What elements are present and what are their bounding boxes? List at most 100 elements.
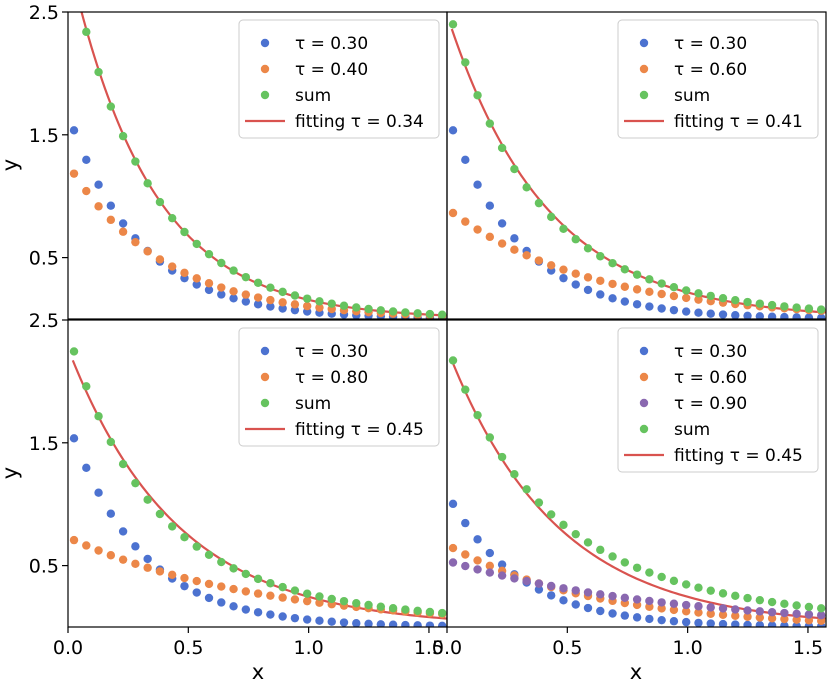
data-point: [94, 546, 103, 555]
data-point: [143, 495, 152, 504]
series-3: [448, 558, 826, 620]
data-point: [352, 303, 361, 312]
data-point: [448, 208, 458, 218]
data-point: [681, 293, 691, 303]
data-point: [620, 282, 630, 291]
data-point: [571, 600, 580, 609]
data-point: [448, 558, 458, 567]
data-point: [657, 604, 666, 613]
data-point: [596, 290, 605, 299]
data-point: [327, 594, 336, 604]
data-point: [792, 303, 801, 312]
data-point: [461, 155, 470, 165]
data-point: [767, 614, 777, 623]
data-point: [546, 581, 556, 591]
data-point: [571, 529, 580, 539]
y-tick-label: 0.5: [29, 248, 59, 270]
data-point: [461, 217, 470, 226]
data-point: [645, 287, 654, 296]
legend-marker: [639, 424, 649, 434]
data-point: [755, 621, 765, 627]
data-point: [792, 609, 801, 618]
data-point: [559, 584, 568, 593]
data-point: [485, 561, 495, 571]
data-point: [448, 543, 458, 553]
y-tick-label: 2.5: [29, 2, 59, 24]
data-point: [620, 297, 630, 306]
data-point: [106, 509, 116, 518]
data-point: [743, 297, 752, 307]
data-point: [522, 251, 531, 260]
data-point: [180, 268, 189, 278]
legend-label: fitting τ = 0.41: [674, 112, 803, 132]
data-point: [718, 293, 728, 303]
data-point: [743, 311, 752, 319]
data-point: [241, 297, 251, 306]
data-point: [571, 235, 580, 244]
data-point: [694, 602, 703, 611]
data-point: [596, 606, 605, 616]
data-point: [425, 309, 435, 319]
data-point: [706, 619, 715, 627]
data-point: [731, 611, 740, 621]
data-point: [473, 225, 482, 234]
data-point: [522, 576, 531, 586]
data-point: [229, 266, 238, 275]
data-point: [413, 309, 422, 318]
data-point: [780, 614, 789, 624]
data-point: [118, 219, 128, 228]
x-tick-label: 0.5: [173, 637, 203, 659]
data-point: [278, 612, 287, 621]
legend-marker: [639, 346, 649, 356]
data-point: [755, 312, 765, 319]
data-point: [534, 198, 544, 208]
data-point: [473, 565, 482, 574]
data-point: [485, 119, 495, 128]
data-point: [522, 485, 531, 494]
data-point: [645, 602, 654, 611]
data-point: [315, 592, 324, 601]
data-point: [559, 265, 568, 274]
data-point: [706, 603, 715, 612]
data-point: [620, 265, 630, 274]
data-point: [376, 306, 386, 315]
data-point: [731, 605, 740, 614]
data-point: [253, 278, 263, 287]
x-tick-label: 1.5: [793, 637, 823, 659]
data-point: [571, 586, 580, 595]
data-point: [534, 579, 544, 588]
data-point: [669, 617, 679, 626]
data-point: [437, 310, 447, 319]
data-point: [645, 275, 654, 284]
data-point: [780, 599, 789, 609]
legend-label: fitting τ = 0.45: [674, 446, 803, 466]
data-point: [583, 538, 593, 547]
data-point: [743, 606, 752, 615]
data-point: [816, 604, 826, 613]
data-point: [217, 557, 226, 567]
data-point: [315, 297, 324, 306]
series-1: [69, 126, 447, 319]
series-sum: [82, 27, 447, 319]
data-point: [632, 300, 642, 309]
data-point: [106, 551, 116, 560]
data-point: [192, 239, 201, 249]
data-point: [608, 591, 617, 601]
data-point: [645, 302, 654, 311]
data-point: [497, 143, 507, 153]
subplot-3: 0.5 1.5 2.5 0.0 0.5 1.0 1.5 τ = 0.30 τ = 0.80 sum…: [29, 310, 448, 659]
data-point: [497, 452, 507, 462]
data-point: [669, 305, 679, 315]
data-point: [473, 410, 482, 420]
data-point: [229, 564, 238, 573]
legend-marker: [260, 90, 270, 100]
data-point: [82, 541, 91, 550]
data-point: [266, 610, 275, 619]
data-point: [106, 201, 116, 210]
data-point: [632, 285, 642, 294]
data-point: [767, 300, 777, 310]
data-point: [571, 280, 580, 289]
data-point: [94, 67, 103, 77]
data-point: [792, 615, 801, 624]
data-point: [302, 596, 312, 606]
